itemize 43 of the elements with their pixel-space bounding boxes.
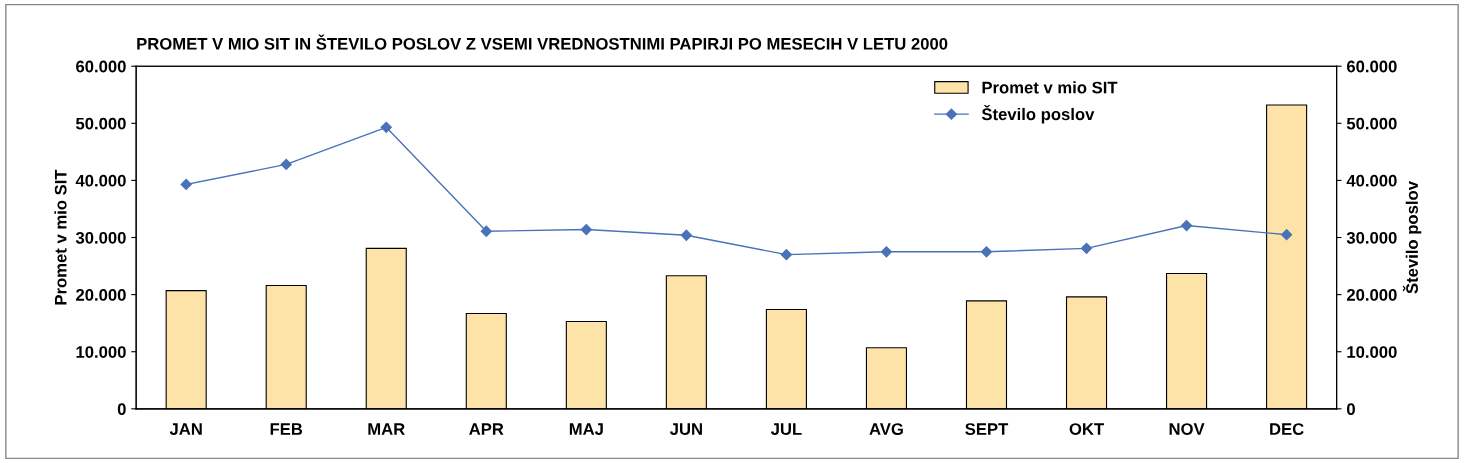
x-tick-label: JUN: [669, 423, 702, 435]
x-tick-label: FEB: [270, 423, 303, 435]
y-tick-label: 20.000: [76, 289, 126, 301]
y-tick-label: 10.000: [76, 346, 126, 358]
y2-tick-label: 10.000: [1347, 346, 1397, 358]
y-tick-label: 30.000: [75, 231, 126, 244]
point: [680, 229, 692, 241]
point: [980, 246, 993, 258]
x-tick-label: MAR: [368, 423, 405, 435]
y2-tick-label: 50.000: [1346, 117, 1397, 130]
x-tick-label: OKT: [1069, 423, 1104, 435]
x-tick-label: NOV: [1169, 423, 1205, 435]
point: [880, 246, 893, 258]
point: [480, 225, 492, 237]
point: [380, 121, 392, 133]
y-tick-label: 60.000: [76, 60, 126, 73]
point: [580, 223, 592, 236]
x-tick-label: DEC: [1270, 423, 1304, 435]
y2-tick-label: 20.000: [1346, 289, 1397, 301]
legend-label: Število poslov: [981, 105, 1095, 124]
point: [1080, 242, 1093, 254]
y-axis-title: Promet v mio SIT: [54, 169, 67, 305]
point: [1180, 219, 1193, 232]
point: [280, 158, 292, 171]
legend-label: Promet v mio SIT: [982, 81, 1118, 94]
x-tick-label: MAJ: [569, 423, 603, 435]
point: [180, 178, 192, 191]
point: [1281, 229, 1293, 241]
x-tick-label: JUL: [770, 423, 802, 435]
y2-tick-label: 0: [1347, 403, 1355, 416]
y2-tick-label: 60.000: [1346, 60, 1397, 73]
x-tick-label: APR: [469, 423, 504, 435]
x-tick-label: JAN: [169, 423, 202, 435]
y2-tick-label: 40.000: [1346, 174, 1397, 187]
y2-tick-label: 30.000: [1346, 231, 1397, 244]
x-tick-label: SEPT: [965, 423, 1009, 435]
y-tick-label: 40.000: [75, 174, 126, 187]
point: [780, 249, 793, 261]
x-tick-label: AVG: [869, 423, 903, 435]
y-tick-label: 0: [117, 403, 126, 416]
y2-axis-title: Število poslov: [1402, 181, 1422, 294]
y-tick-label: 50.000: [75, 117, 126, 130]
chart-title: PROMET V MIO SIT IN ŠTEVILO POSLOV Z VSEMI VREDNOSTNIMI PAPIRJI PO MESECIH V LETU 2000: [137, 34, 948, 50]
